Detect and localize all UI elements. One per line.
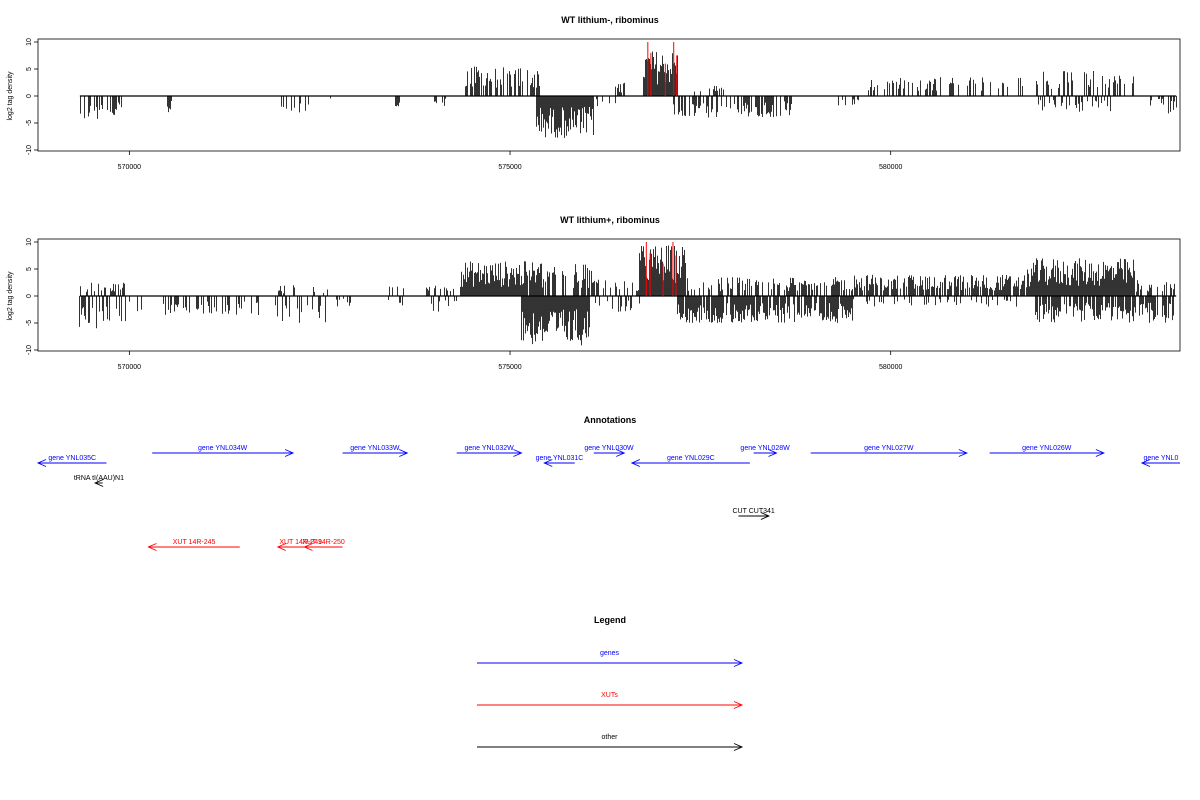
feature-label: gene YNL032W <box>464 445 514 452</box>
annotation-feature: XUT 14R-245 <box>147 539 240 551</box>
feature-label: gene YNL028W <box>740 445 790 452</box>
arrowhead-icon <box>276 543 287 551</box>
feature-label: XUT 14R-250 <box>302 539 345 546</box>
annotation-feature: gene YNL028W <box>740 445 790 457</box>
arrowhead-icon <box>513 449 523 457</box>
track-panel-lithium-plus: WT lithium+, ribominus log2 tag density … <box>7 215 1181 371</box>
arrowhead-icon <box>733 743 744 751</box>
plot-frame <box>37 238 1181 352</box>
arrowhead-icon <box>958 449 968 457</box>
x-tick-label: 580000 <box>879 364 902 371</box>
feature-label: gene YNL030W <box>584 445 634 452</box>
arrowhead-icon <box>147 543 157 551</box>
feature-label: gene YNL026W <box>1022 445 1072 452</box>
density-bars <box>80 51 1177 138</box>
track-panel-lithium-minus: WT lithium-, ribominus log2 tag density … <box>7 15 1181 171</box>
annotation-feature: gene YNL026W <box>989 445 1105 457</box>
y-tick-label: -10 <box>26 145 33 155</box>
legend-label: other <box>602 734 619 741</box>
x-tick-label: 570000 <box>118 364 141 371</box>
feature-label: gene YNL033W <box>350 445 400 452</box>
annotation-feature: gene YNL032W <box>456 445 523 457</box>
annotation-feature: gene YNL034W <box>152 445 295 457</box>
legend-item: other <box>477 734 744 751</box>
x-tick-label: 575000 <box>498 364 521 371</box>
feature-label: gene YNL035C <box>48 455 96 462</box>
arrowhead-icon <box>36 459 47 467</box>
arrowhead-icon <box>733 659 744 667</box>
legend-item: genes <box>477 650 744 667</box>
arrowhead-icon <box>399 449 409 457</box>
arrowhead-icon <box>284 449 295 457</box>
legend-item: XUTs <box>477 692 744 709</box>
y-tick-label: 5 <box>26 267 33 271</box>
y-axis-label: log2 tag density <box>7 71 14 121</box>
annotations-title: Annotations <box>584 415 637 425</box>
annotation-feature: gene YNL035C <box>36 455 107 467</box>
arrowhead-icon <box>303 543 313 551</box>
x-tick-label: 575000 <box>498 164 521 171</box>
annotation-feature: tRNA tI(AAU)N1 <box>74 475 124 487</box>
annotation-feature: gene YNL030W <box>584 445 634 457</box>
y-tick-label: 0 <box>26 94 33 98</box>
plot-frame <box>37 38 1181 152</box>
annotation-feature: gene YNL027W <box>810 445 968 457</box>
annotation-feature: gene YNL0 <box>1140 455 1180 467</box>
x-tick-label: 580000 <box>879 164 902 171</box>
y-axis-label: log2 tag density <box>7 271 14 321</box>
feature-label: gene YNL029C <box>667 455 715 462</box>
arrowhead-icon <box>733 701 744 709</box>
y-tick-label: 10 <box>26 38 33 46</box>
y-tick-label: 5 <box>26 67 33 71</box>
x-tick-label: 570000 <box>118 164 141 171</box>
feature-label: tRNA tI(AAU)N1 <box>74 475 124 482</box>
feature-label: CUT CUT341 <box>733 508 775 515</box>
feature-label: gene YNL0 <box>1144 455 1179 462</box>
feature-label: XUT 14R-245 <box>173 539 216 546</box>
track-title: WT lithium+, ribominus <box>560 215 660 225</box>
arrowhead-icon <box>760 512 771 520</box>
arrowhead-icon <box>93 479 104 487</box>
annotation-feature: gene YNL029C <box>630 455 750 467</box>
arrowhead-icon <box>768 449 778 457</box>
legend-label: XUTs <box>601 692 618 699</box>
y-tick-label: 0 <box>26 294 33 298</box>
arrowhead-icon <box>616 449 626 457</box>
annotation-feature: CUT CUT341 <box>733 508 775 520</box>
arrowhead-icon <box>543 459 553 467</box>
y-tick-label: -10 <box>26 345 33 355</box>
feature-label: gene YNL027W <box>864 445 914 452</box>
track-title: WT lithium-, ribominus <box>561 15 659 25</box>
arrowhead-icon <box>1140 459 1151 467</box>
feature-label: gene YNL034W <box>198 445 248 452</box>
legend: Legend genes XUTs other <box>477 615 744 751</box>
density-bars <box>79 245 1175 346</box>
y-tick-label: -5 <box>26 120 33 126</box>
arrowhead-icon <box>1095 449 1105 457</box>
annotation-feature: gene YNL031C <box>536 455 584 467</box>
annotation-feature: gene YNL033W <box>342 445 409 457</box>
legend-label: genes <box>600 650 620 657</box>
annotation-feature: XUT 14R-250 <box>302 539 345 551</box>
feature-label: gene YNL031C <box>536 455 584 462</box>
arrowhead-icon <box>630 459 641 467</box>
y-tick-label: -5 <box>26 320 33 326</box>
y-tick-label: 10 <box>26 238 33 246</box>
legend-title: Legend <box>594 615 626 625</box>
annotations-panel: Annotations gene YNL035C gene YNL034W gene… <box>36 415 1180 551</box>
feature-label: XUT 14R-249 <box>279 539 322 546</box>
